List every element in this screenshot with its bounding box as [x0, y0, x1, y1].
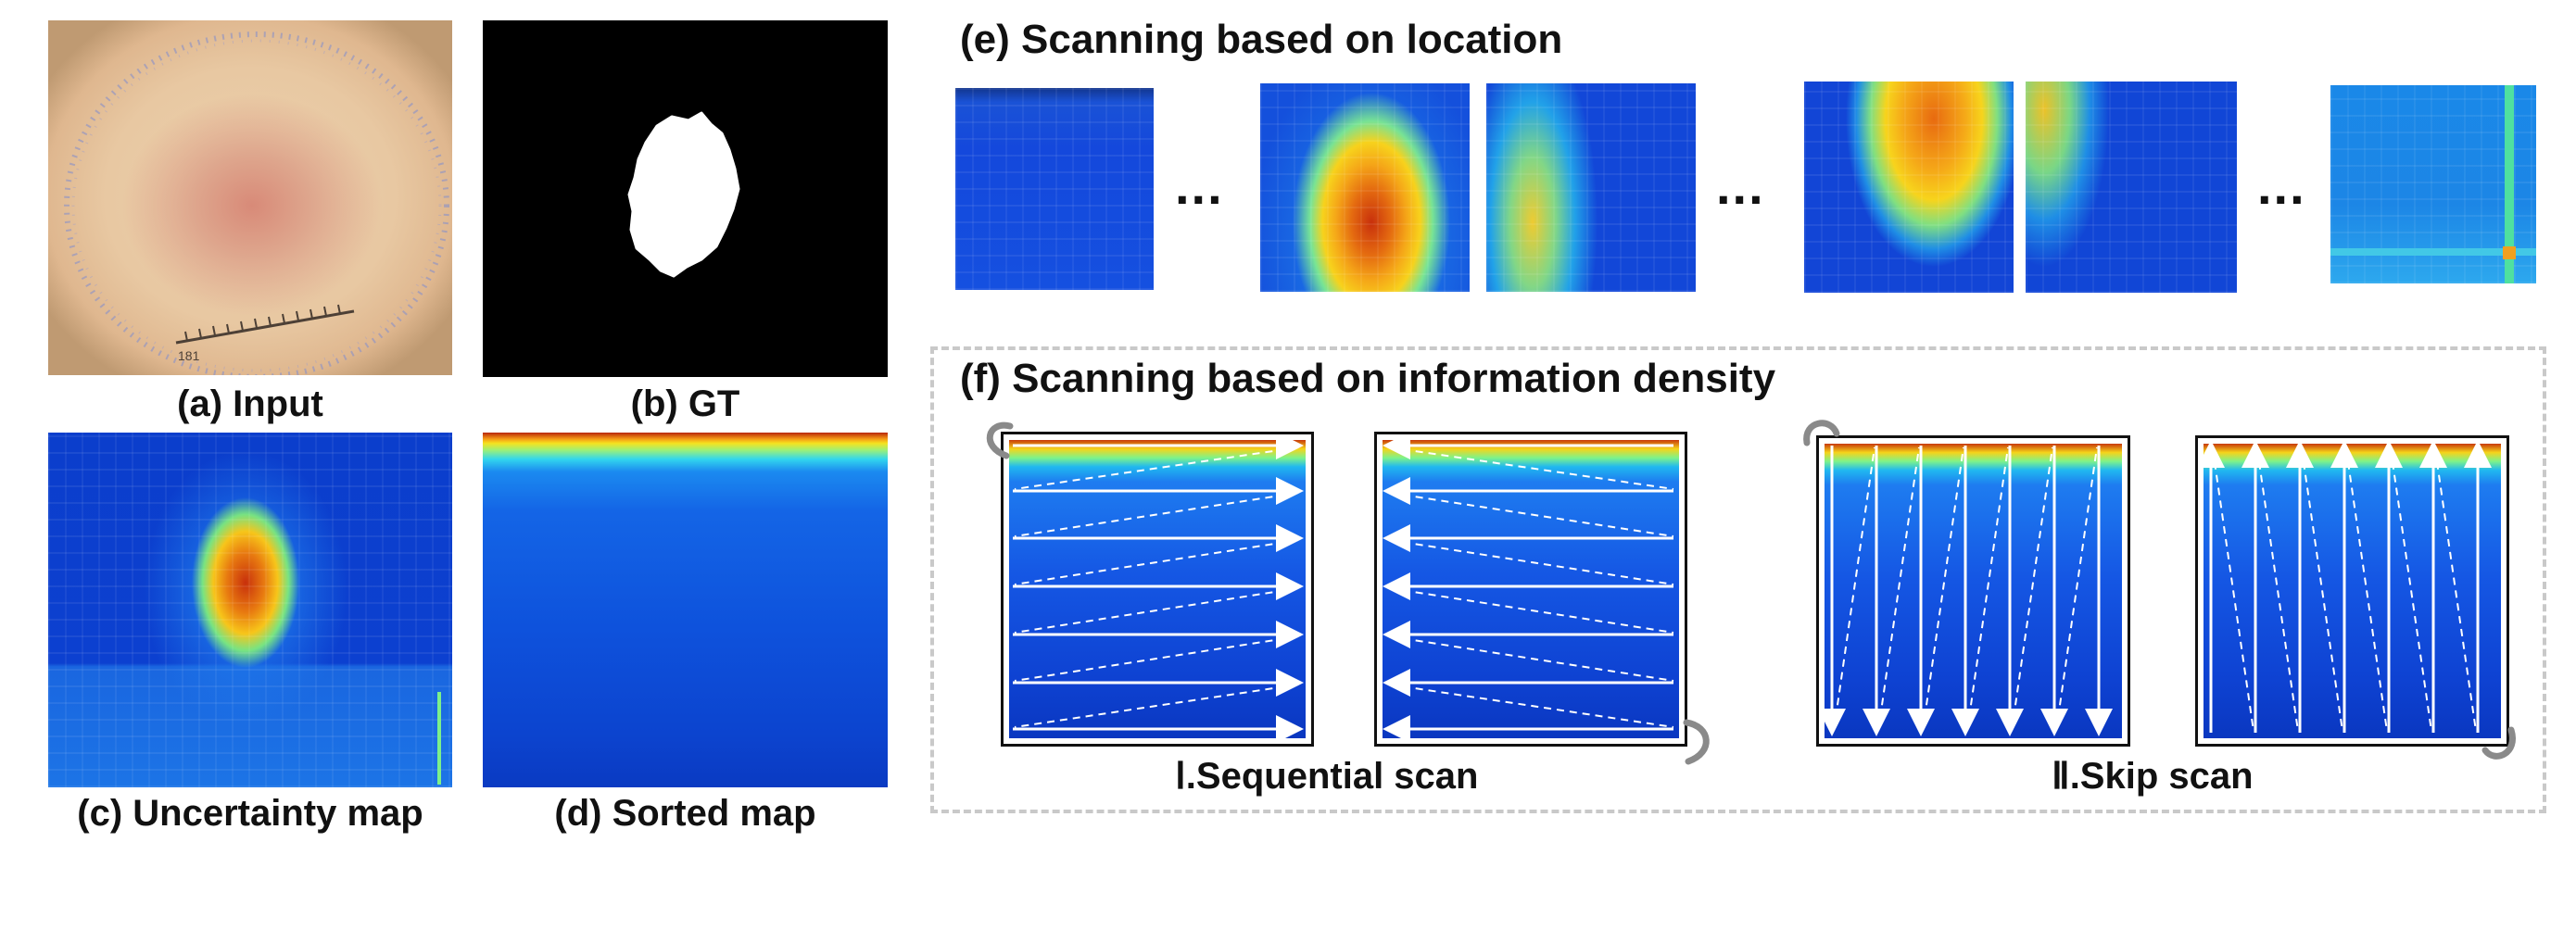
caption-sorted: (d) Sorted map [554, 793, 816, 834]
mask-shape-svg [627, 111, 740, 278]
section-f-frame [930, 346, 2546, 813]
caption-gt: (b) GT [630, 383, 740, 424]
uncertainty-map [48, 433, 452, 787]
section-e-title: (e) Scanning based on location [960, 17, 1563, 62]
location-patch-1 [955, 88, 1154, 290]
skip-arrows-2 [2198, 440, 2492, 733]
ellipsis-2: ... [1716, 157, 1765, 215]
ruler-label: 181 [178, 348, 200, 363]
curl-arrow-icon [986, 421, 1014, 459]
sequential-scan-label: Ⅰ.Sequential scan [1175, 756, 1479, 797]
skip-scan-grid-1 [1816, 435, 2130, 747]
sequential-arrows-1 [1013, 434, 1304, 743]
location-patch-6 [2330, 85, 2536, 283]
location-patch-5 [2026, 82, 2237, 293]
curl-arrow-icon [1803, 420, 1840, 446]
skip-scan-label: Ⅱ.Skip scan [2052, 756, 2254, 797]
sequential-scan-grid-1 [1001, 432, 1314, 747]
location-patch-2 [1260, 83, 1470, 292]
curl-arrow-icon [1683, 719, 1710, 765]
ellipsis-1: ... [1175, 157, 1224, 215]
input-image: 181 [48, 20, 452, 375]
section-f-title: (f) Scanning based on information densit… [960, 356, 1776, 401]
location-patch-3 [1486, 83, 1696, 292]
input-overlay-svg: 181 [64, 31, 449, 375]
sequential-arrows-2 [1383, 434, 1674, 743]
location-patch-4 [1804, 82, 2014, 293]
ellipsis-3: ... [2257, 157, 2306, 215]
sorted-map [483, 433, 888, 787]
caption-uncertainty: (c) Uncertainty map [77, 793, 423, 834]
caption-input: (a) Input [177, 383, 323, 424]
curl-arrow-icon [2481, 726, 2516, 760]
ground-truth-mask [483, 20, 888, 377]
skip-scan-grid-2 [2195, 435, 2509, 747]
skip-arrows-1 [1819, 446, 2113, 736]
sequential-scan-grid-2 [1374, 432, 1687, 747]
